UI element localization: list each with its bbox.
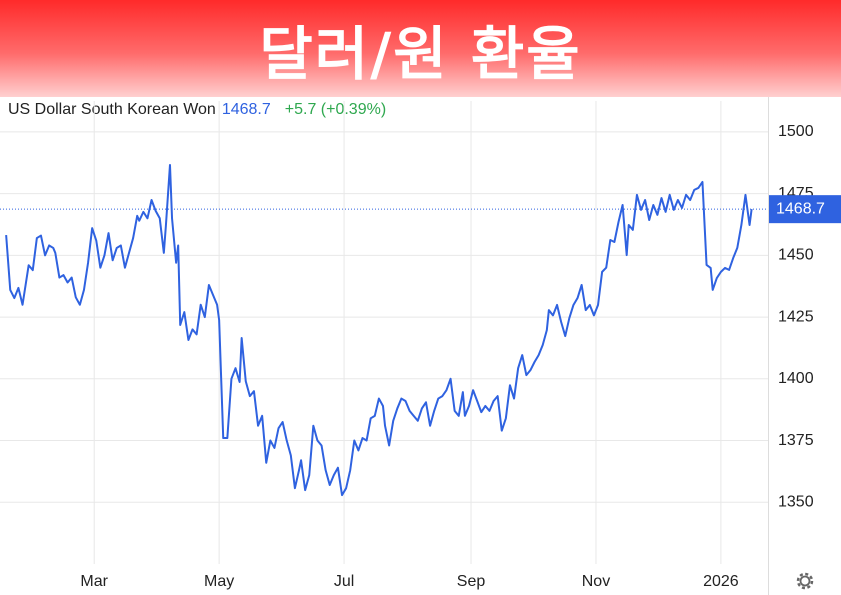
banner-title: 달러/원 환율 bbox=[259, 19, 582, 88]
x-tick-label: Sep bbox=[457, 573, 486, 590]
price-line bbox=[5, 163, 753, 497]
y-tick-label: 1425 bbox=[778, 308, 814, 325]
y-tick-label: 1400 bbox=[778, 370, 814, 387]
current-price: 1468.7 bbox=[222, 101, 271, 118]
current-price-label: 1468.7 bbox=[776, 200, 825, 217]
current-price-box bbox=[769, 195, 841, 224]
header: US Dollar South Korean Won 1468.7 +5.7 (+0… bbox=[8, 101, 386, 118]
gear-teeth bbox=[796, 572, 814, 590]
x-tick-label: 2026 bbox=[703, 573, 739, 590]
banner: 달러/원 환율 bbox=[0, 0, 841, 97]
y-tick-label: 1350 bbox=[778, 493, 814, 510]
x-tick-label: Mar bbox=[80, 573, 108, 590]
price-change: +5.7 (+0.39%) bbox=[285, 101, 386, 118]
gear-ring bbox=[799, 575, 811, 587]
y-tick-label: 1375 bbox=[778, 432, 814, 449]
x-tick-label: Nov bbox=[582, 573, 610, 590]
x-tick-label: Jul bbox=[334, 573, 354, 590]
settings-icon[interactable] bbox=[796, 572, 814, 590]
series-name: US Dollar South Korean Won bbox=[8, 101, 216, 118]
y-tick-label: 1450 bbox=[778, 247, 814, 264]
chart-bg bbox=[0, 97, 841, 595]
y-tick-label: 1500 bbox=[778, 123, 814, 140]
x-tick-label: May bbox=[204, 573, 234, 590]
